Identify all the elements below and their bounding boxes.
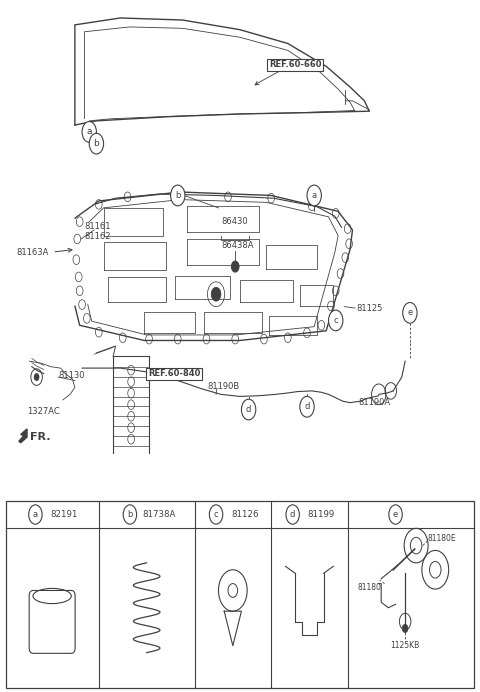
Text: 81130: 81130 [58, 370, 84, 379]
Text: 81180E: 81180E [428, 534, 456, 543]
Text: e: e [393, 510, 398, 519]
Circle shape [209, 505, 223, 524]
Circle shape [170, 185, 185, 206]
Text: c: c [214, 510, 218, 519]
Circle shape [286, 505, 300, 524]
Text: 81199: 81199 [308, 510, 335, 519]
Circle shape [402, 624, 408, 632]
Text: 86430: 86430 [222, 217, 249, 226]
Text: a: a [312, 191, 317, 200]
Text: 86438A: 86438A [222, 242, 254, 251]
Text: 81738A: 81738A [142, 510, 175, 519]
Circle shape [34, 374, 39, 381]
Text: 1125KB: 1125KB [391, 641, 420, 650]
Circle shape [403, 302, 417, 323]
Text: 81125: 81125 [356, 304, 383, 313]
Circle shape [89, 134, 104, 154]
Circle shape [328, 310, 343, 331]
Text: b: b [94, 139, 99, 148]
Circle shape [389, 505, 402, 524]
Text: REF.60-840: REF.60-840 [148, 369, 200, 378]
Text: 1327AC: 1327AC [27, 407, 60, 416]
Circle shape [300, 397, 314, 417]
Text: 81126: 81126 [231, 510, 259, 519]
Circle shape [241, 399, 256, 420]
Text: 81161
81162: 81161 81162 [84, 221, 111, 241]
Text: 82191: 82191 [50, 510, 78, 519]
Text: e: e [408, 309, 412, 318]
Text: d: d [290, 510, 295, 519]
Text: d: d [246, 405, 252, 414]
Text: 81190A: 81190A [359, 398, 391, 407]
Circle shape [211, 287, 221, 301]
Text: REF.60-660: REF.60-660 [269, 60, 321, 69]
Text: 81190B: 81190B [207, 381, 240, 390]
Circle shape [231, 261, 239, 272]
Text: c: c [334, 316, 338, 325]
Text: FR.: FR. [30, 432, 51, 442]
Circle shape [82, 122, 96, 143]
Text: 81180: 81180 [357, 583, 381, 592]
Circle shape [123, 505, 137, 524]
Polygon shape [19, 429, 27, 443]
Text: a: a [33, 510, 38, 519]
Text: b: b [127, 510, 132, 519]
Text: a: a [86, 127, 92, 136]
Text: d: d [304, 402, 310, 411]
Bar [6, 502, 474, 688]
Circle shape [307, 185, 322, 206]
Text: 81163A: 81163A [16, 248, 49, 257]
Text: b: b [175, 191, 180, 200]
Circle shape [29, 505, 42, 524]
